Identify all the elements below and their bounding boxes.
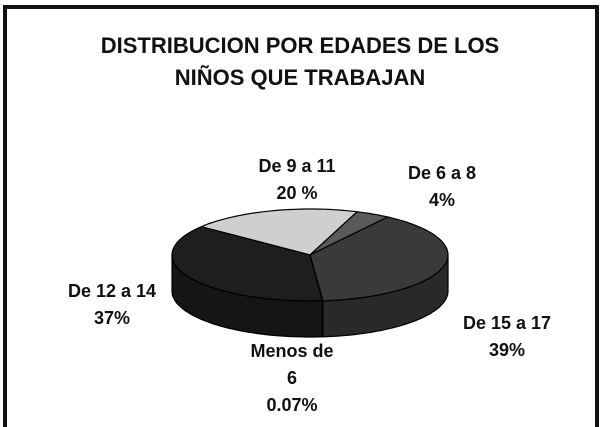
value-label: 37% bbox=[93, 308, 131, 328]
category-label: De 9 a 11 bbox=[258, 156, 336, 176]
slice-label: De 12 a 14 37% bbox=[57, 278, 167, 332]
value-label: 39% bbox=[488, 340, 526, 360]
category-label: De 6 a 8 bbox=[407, 163, 477, 183]
slice-label: De 15 a 17 39% bbox=[452, 310, 562, 364]
value-label: 0.07% bbox=[266, 395, 318, 415]
slice-label: De 9 a 11 20 % bbox=[242, 153, 352, 207]
category-label: De 15 a 17 bbox=[462, 313, 552, 333]
slice bbox=[309, 216, 449, 302]
chart-title: DISTRIBUCION POR EDADES DE LOS NIÑOS QUE… bbox=[100, 33, 500, 90]
slice bbox=[309, 211, 390, 256]
slice bbox=[199, 208, 359, 256]
slice-label: De 6 a 8 4% bbox=[387, 160, 497, 214]
category-label: Menos de 6 bbox=[250, 341, 334, 388]
slice-label: Menos de 6 0.07% bbox=[247, 338, 337, 419]
value-label: 4% bbox=[428, 190, 455, 210]
value-label: 20 % bbox=[276, 183, 318, 203]
category-label: De 12 a 14 bbox=[67, 281, 157, 301]
slice bbox=[171, 226, 324, 302]
